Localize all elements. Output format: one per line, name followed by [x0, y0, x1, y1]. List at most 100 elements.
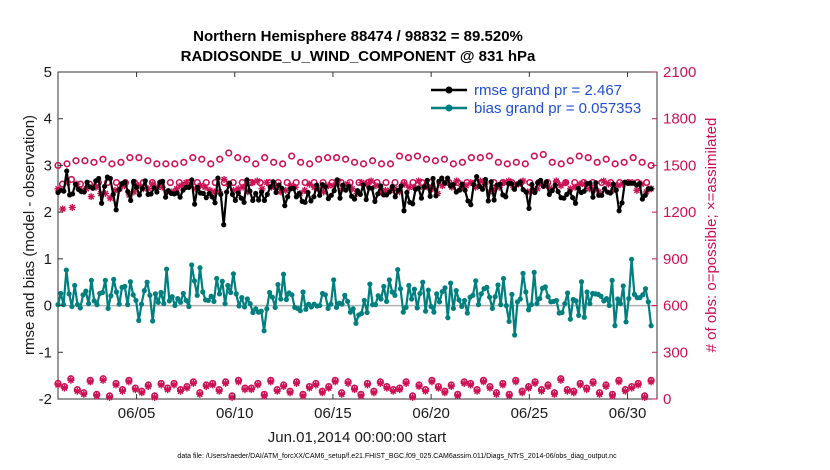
- obs_assimilated_low-point: [312, 381, 320, 389]
- bias-point: [400, 309, 406, 315]
- legend: rmse grand pr = 2.467 bias grand pr = 0.…: [431, 82, 641, 117]
- obs_possible-point: [279, 160, 287, 168]
- bias-point: [58, 290, 64, 297]
- rmse-point: [337, 195, 343, 201]
- bias-point: [531, 269, 537, 276]
- obs_assimilated_low-point: [338, 390, 346, 398]
- obs_assimilated_low-point: [170, 381, 178, 389]
- rmse-point: [200, 190, 206, 197]
- bias-point: [180, 290, 186, 297]
- bias-point: [420, 279, 426, 285]
- bias-point: [545, 294, 551, 300]
- rmse-point: [442, 180, 448, 186]
- obs_assimilated_low-point: [293, 379, 301, 387]
- obs_assimilated-point: [557, 182, 565, 190]
- bias-point: [378, 296, 384, 302]
- obs_assimilated-point: [263, 179, 271, 187]
- bias-point: [392, 292, 398, 298]
- rmse-point: [549, 188, 555, 194]
- obs_assimilated_low-point: [376, 379, 384, 387]
- obs_possible-point: [270, 158, 278, 166]
- rmse-point: [162, 194, 169, 200]
- x-tick-label: 06/30: [609, 405, 647, 422]
- obs_possible-point: [90, 158, 98, 166]
- obs_assimilated-point: [614, 182, 622, 190]
- obs_assimilated_low-point: [634, 381, 642, 389]
- obs_assimilated_low-point: [589, 379, 597, 387]
- rmse-point: [346, 183, 352, 190]
- obs_possible-point: [458, 158, 466, 166]
- obs_assimilated_low-point: [615, 378, 623, 386]
- rmse-point: [192, 201, 198, 207]
- bias-point: [191, 278, 198, 284]
- obs_assimilated_low-point: [286, 389, 294, 397]
- rmse-point: [136, 192, 143, 198]
- x-tick-label: 06/25: [511, 405, 549, 422]
- obs_possible-point: [171, 160, 179, 168]
- rmse-point: [616, 208, 622, 214]
- obs_assimilated_low-point: [421, 387, 429, 395]
- obs_assimilated-point: [562, 179, 570, 187]
- rmse-point: [96, 175, 102, 182]
- obs_possible-point: [422, 155, 431, 163]
- rmse-point: [456, 187, 462, 193]
- rmse-point: [430, 175, 436, 182]
- rmse-point: [221, 222, 227, 228]
- rmse-point: [570, 195, 576, 201]
- rmse-point: [107, 175, 113, 182]
- obs_assimilated_low-point: [112, 381, 120, 389]
- bias-point: [381, 283, 387, 290]
- bias-point: [581, 314, 587, 320]
- rmse-point: [517, 179, 523, 185]
- obs_possible-point: [467, 154, 475, 162]
- bias-point: [500, 275, 507, 282]
- bias-point: [161, 301, 167, 307]
- obs_assimilated_low-point: [415, 383, 423, 391]
- obs_assimilated-point: [600, 177, 608, 185]
- x-tick-label: 06/15: [314, 405, 352, 422]
- rmse-point: [418, 195, 425, 201]
- obs_possible-point: [431, 157, 440, 165]
- bias-point: [127, 279, 133, 285]
- rmse-point: [270, 179, 276, 185]
- bias-point: [228, 289, 234, 296]
- obs_assimilated_low-point: [544, 383, 552, 391]
- bias-point: [603, 295, 610, 302]
- bias-point: [342, 292, 348, 298]
- obs_assimilated_low-point: [189, 379, 197, 387]
- bias-point: [464, 310, 470, 316]
- rmse-point: [308, 198, 314, 204]
- rmse-point: [590, 194, 596, 200]
- rmse-point: [279, 185, 285, 191]
- rmse-point: [174, 190, 180, 196]
- bias-point: [166, 298, 172, 304]
- rmse-point: [99, 200, 105, 206]
- bias-point: [86, 301, 92, 307]
- x-axis-label: Jun.01,2014 00:00:00 start: [268, 429, 447, 446]
- rmse-point: [151, 185, 157, 191]
- bias-point: [350, 306, 356, 312]
- obs_assimilated_low-point: [479, 378, 487, 386]
- y-tick-label: 5: [44, 64, 52, 81]
- obs_assimilated_low-point: [106, 393, 114, 401]
- rmse-point: [334, 177, 340, 183]
- obs_assimilated_low-point: [596, 390, 604, 398]
- bias-point: [130, 292, 136, 298]
- bias-point: [241, 304, 248, 310]
- bias-point: [303, 306, 309, 312]
- obs_possible-point: [180, 158, 188, 166]
- rmse-point: [619, 200, 625, 206]
- bias-point: [250, 309, 256, 316]
- obs_assimilated_low-point: [447, 383, 455, 391]
- rmse-point: [113, 207, 119, 213]
- bias-point: [94, 302, 100, 308]
- bias-point: [55, 302, 61, 308]
- obs_possible-point: [198, 155, 206, 163]
- bias-point: [141, 288, 147, 294]
- rmse-point: [459, 181, 465, 187]
- rmse-point: [177, 194, 183, 200]
- obs_assimilated_low-point: [641, 393, 649, 401]
- rmse-point: [238, 195, 244, 201]
- obs_assimilated-point: [220, 175, 228, 183]
- rmse-point: [61, 188, 67, 194]
